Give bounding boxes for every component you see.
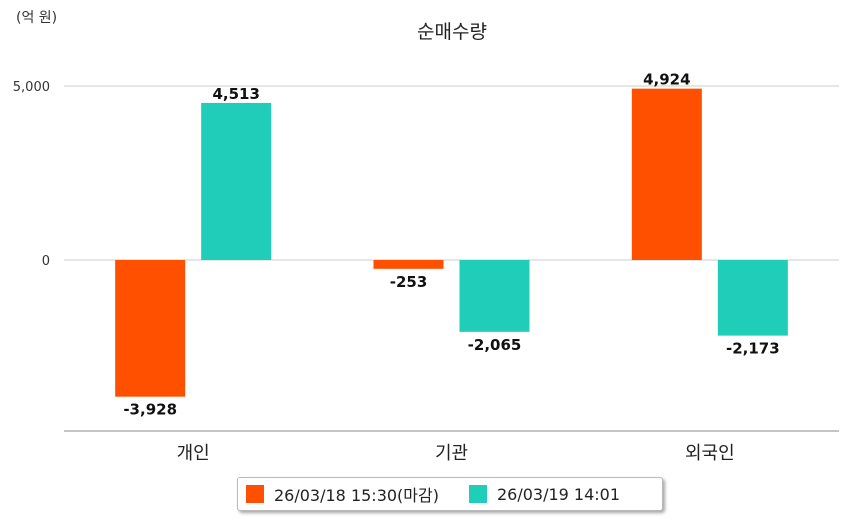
data-label: 4,513 [212, 85, 259, 103]
bar-1-3[interactable] [631, 88, 702, 260]
bar-2-3[interactable] [717, 260, 788, 336]
legend: 26/03/18 15:30(마감) 26/03/19 14:01 [237, 477, 663, 511]
legend-label-series-1: 26/03/18 15:30(마감) [274, 486, 439, 505]
legend-label-series-2: 26/03/19 14:01 [496, 484, 621, 504]
data-labels-layer: -3,928 4,513 -253 -2,065 4,924 -2,173 [123, 71, 779, 419]
x-tick-label: 외국인 [685, 443, 735, 464]
chart-title: 순매수량 [417, 21, 487, 43]
legend-item-series-1[interactable]: 26/03/18 15:30(마감) [246, 482, 439, 506]
bar-1-2[interactable] [373, 260, 444, 269]
x-tick-label: 기관 [435, 443, 468, 464]
x-tick-layer: 개인 기관 외국인 [177, 443, 735, 464]
grid-layer: 0 5,000 [13, 80, 839, 269]
legend-item-series-2[interactable]: 26/03/19 14:01 [468, 484, 621, 504]
bar-1-1[interactable] [115, 260, 186, 397]
data-label: -2,065 [468, 336, 522, 354]
data-label: -2,173 [726, 340, 780, 358]
y-tick-label: 5,000 [13, 80, 50, 95]
legend-swatch-series-2 [468, 485, 487, 503]
x-tick-label: 개인 [177, 443, 210, 464]
y-tick-label: 0 [42, 254, 50, 269]
bar-2-1[interactable] [201, 102, 272, 260]
data-label: -3,928 [123, 401, 177, 419]
legend-swatch-series-1 [246, 485, 264, 503]
bar-2-2[interactable] [459, 260, 530, 332]
unit-label: (억 원) [16, 10, 57, 26]
data-label: 4,924 [643, 71, 690, 89]
data-label: -253 [390, 273, 428, 291]
bars-layer [115, 88, 788, 397]
